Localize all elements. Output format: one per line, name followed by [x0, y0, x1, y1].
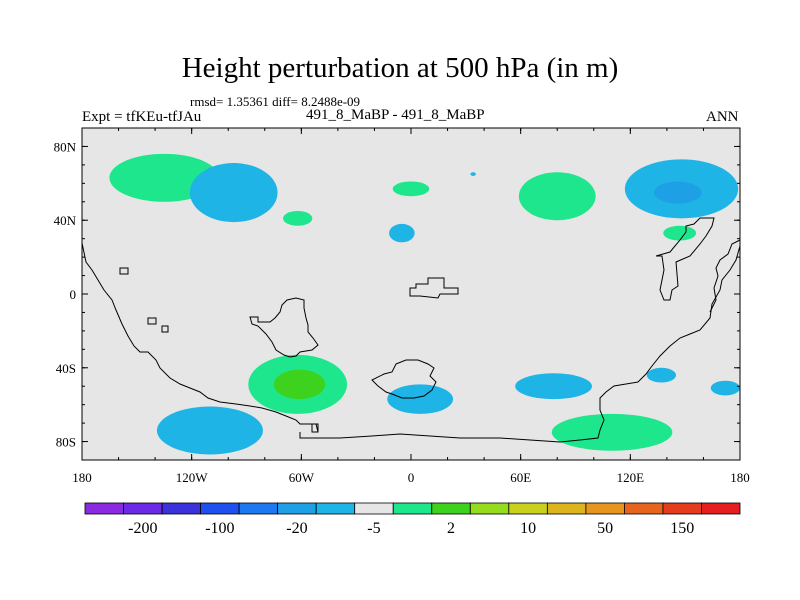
season-label: ANN [706, 109, 739, 125]
coastline-africa [371, 359, 437, 399]
coastline-island-2 [147, 317, 157, 325]
coastline-island-1 [119, 267, 129, 275]
colorbar-swatch [161, 502, 201, 515]
y-tick-label: 40N [54, 213, 77, 228]
colorbar-swatch [354, 502, 394, 515]
cyan-indian-ocean-blob [515, 373, 592, 400]
colorbar-swatch [123, 502, 163, 515]
cyan-mediterranean-small [389, 223, 415, 243]
contour-fields [109, 153, 741, 455]
coastlines [81, 217, 741, 443]
colorbar-swatch [277, 502, 317, 515]
stats-label: rmsd= 1.35361 diff= 8.2488e-09 [190, 94, 361, 109]
colorbar-label: -100 [205, 520, 234, 537]
experiment-label: Expt = tfKEu-tfJAu [82, 109, 202, 125]
colorbar-label: 10 [520, 520, 536, 537]
cyan-australia-small [646, 367, 677, 383]
case-label: 491_8_MaBP - 491_8_MaBP [306, 107, 485, 123]
colorbar: -200 -100 -20 -5 2 10 50 150 [84, 502, 741, 537]
colorbar-swatch [431, 502, 471, 515]
colorbar-swatch [701, 502, 741, 515]
green-antarctic-indian-blob [551, 413, 673, 451]
colorbar-swatch [84, 502, 124, 515]
lime-south-america-core [273, 369, 326, 400]
coastline-island-4 [311, 423, 319, 433]
coastline-europe [409, 277, 459, 299]
colorbar-swatch [546, 502, 587, 515]
coastline-south-america [249, 297, 319, 358]
green-siberia-blob [518, 172, 596, 221]
colorbar-swatch [200, 502, 240, 515]
y-tick-label: 80N [54, 139, 77, 154]
colorbar-swatch [662, 502, 702, 515]
cyan-south-atlantic-blob [387, 384, 454, 414]
colorbar-swatch [469, 502, 510, 515]
colorbar-swatch [392, 502, 433, 515]
x-tick-label: 180 [72, 470, 92, 485]
green-north-atlantic-small [283, 211, 313, 226]
coastline-east-asia [709, 239, 741, 313]
y-tick-label: 80S [56, 435, 76, 450]
cyan-canada-blob [189, 163, 278, 223]
coastline-indonesia [655, 217, 715, 301]
x-tick-label: 60W [289, 470, 315, 485]
colorbar-swatch [238, 502, 279, 515]
colorbar-swatch [315, 502, 356, 515]
coastline-island-3 [161, 325, 169, 333]
plot-title: Height perturbation at 500 hPa (in m) [181, 52, 619, 84]
colorbar-label: -5 [367, 520, 380, 537]
colorbar-swatch [508, 502, 548, 515]
cyan-barents-dot [470, 172, 476, 176]
colorbar-label: -20 [286, 520, 307, 537]
x-axis-ticks: 180 120W 60W 0 60E 120E 180 [72, 128, 750, 485]
colorbar-label: 150 [670, 520, 694, 537]
y-tick-label: 0 [70, 287, 77, 302]
x-tick-label: 120W [176, 470, 209, 485]
cyan-south-pacific-blob [156, 406, 263, 455]
y-tick-label: 40S [56, 361, 76, 376]
x-tick-label: 0 [408, 470, 415, 485]
x-tick-label: 120E [617, 470, 645, 485]
cyan-new-zealand-small [710, 380, 741, 396]
colorbar-label: -200 [128, 520, 157, 537]
colorbar-label: 50 [597, 520, 613, 537]
x-tick-label: 60E [510, 470, 531, 485]
green-japan-small [663, 225, 697, 241]
coastline-north-america [81, 242, 319, 433]
colorbar-swatch [585, 502, 625, 515]
x-tick-label: 180 [730, 470, 750, 485]
colorbar-swatch [624, 502, 664, 515]
colorbar-label: 2 [447, 520, 455, 537]
blue-north-pacific-core [654, 181, 702, 204]
green-europe-small [392, 181, 430, 197]
y-axis-ticks: 80N 40N 0 40S 80S [54, 139, 740, 450]
